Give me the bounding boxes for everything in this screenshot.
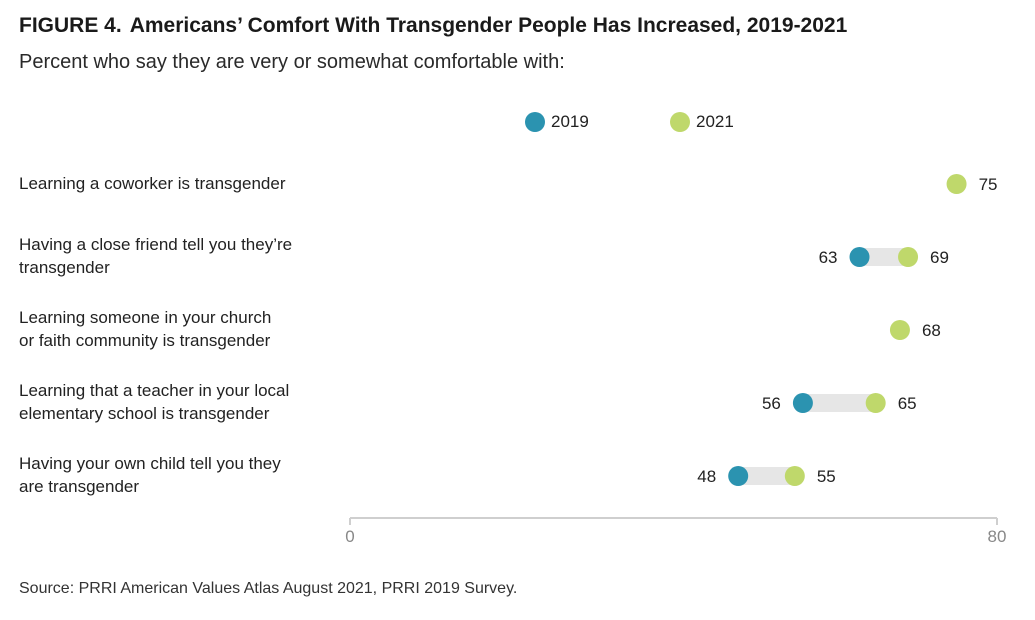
legend-swatch-2019 (525, 112, 545, 132)
value-label-2021: 75 (979, 175, 998, 194)
connector-bar (738, 467, 795, 485)
value-label-2019: 63 (819, 248, 838, 267)
title-text: Americans’ Comfort With Transgender Peop… (129, 14, 848, 37)
category-label-line: are transgender (19, 477, 140, 496)
category-label-line: Learning someone in your church (19, 308, 272, 327)
category-label-line: Learning a coworker is transgender (19, 173, 286, 193)
chart-subtitle: Percent who say they are very or somewha… (19, 51, 565, 73)
value-label-2021: 65 (898, 394, 917, 413)
point-2019 (792, 393, 813, 413)
chart-title: FIGURE 4. Americans’ Comfort With Transge… (19, 14, 847, 38)
value-label-2019: 56 (762, 394, 781, 413)
legend-swatch-2021 (670, 112, 690, 132)
category-label: Having a close friend tell you they’re tr… (19, 233, 329, 279)
point-2021 (946, 174, 967, 194)
value-label-2021: 55 (817, 467, 836, 486)
point-2021 (889, 320, 910, 340)
category-label: Learning that a teacher in your local ele… (19, 379, 329, 425)
category-label-line: elementary school is transgender (19, 404, 270, 423)
point-2019 (728, 466, 749, 486)
dumbbell-plot: 0 80 75 63 69 68 56 65 48 55 (345, 174, 1007, 546)
category-label: Having your own child tell you they are t… (19, 452, 329, 498)
connector-bar (802, 394, 876, 412)
point-2021 (784, 466, 805, 486)
category-label: Learning a coworker is transgender (19, 172, 329, 195)
value-label-2021: 69 (930, 248, 949, 267)
category-label-line: Learning that a teacher in your local (19, 381, 290, 400)
category-label-line: transgender (19, 258, 110, 277)
legend-label-2019: 2019 (551, 112, 589, 131)
legend-label-2021: 2021 (696, 112, 734, 131)
category-label-line: Having your own child tell you they (19, 454, 281, 473)
legend: 2019 2021 (0, 112, 1035, 134)
value-label-2021: 68 (922, 321, 941, 340)
category-label-line: Having a close friend tell you they’re (19, 235, 293, 254)
category-label: Learning someone in your church or faith … (19, 306, 329, 352)
category-label-line: or faith community is transgender (19, 331, 271, 350)
point-2021 (898, 247, 919, 267)
source-note: Source: PRRI American Values Atlas Augus… (19, 580, 518, 597)
connector-bar (859, 248, 909, 266)
legend-item-2021: 2021 (670, 112, 734, 132)
legend-item-2019: 2019 (525, 112, 589, 132)
value-label-2019: 48 (697, 467, 716, 486)
point-2021 (865, 393, 886, 413)
x-tick-label: 80 (988, 527, 1007, 546)
point-2019 (849, 247, 870, 267)
figure-label: FIGURE 4. (19, 14, 122, 37)
x-tick-label: 0 (345, 527, 354, 546)
